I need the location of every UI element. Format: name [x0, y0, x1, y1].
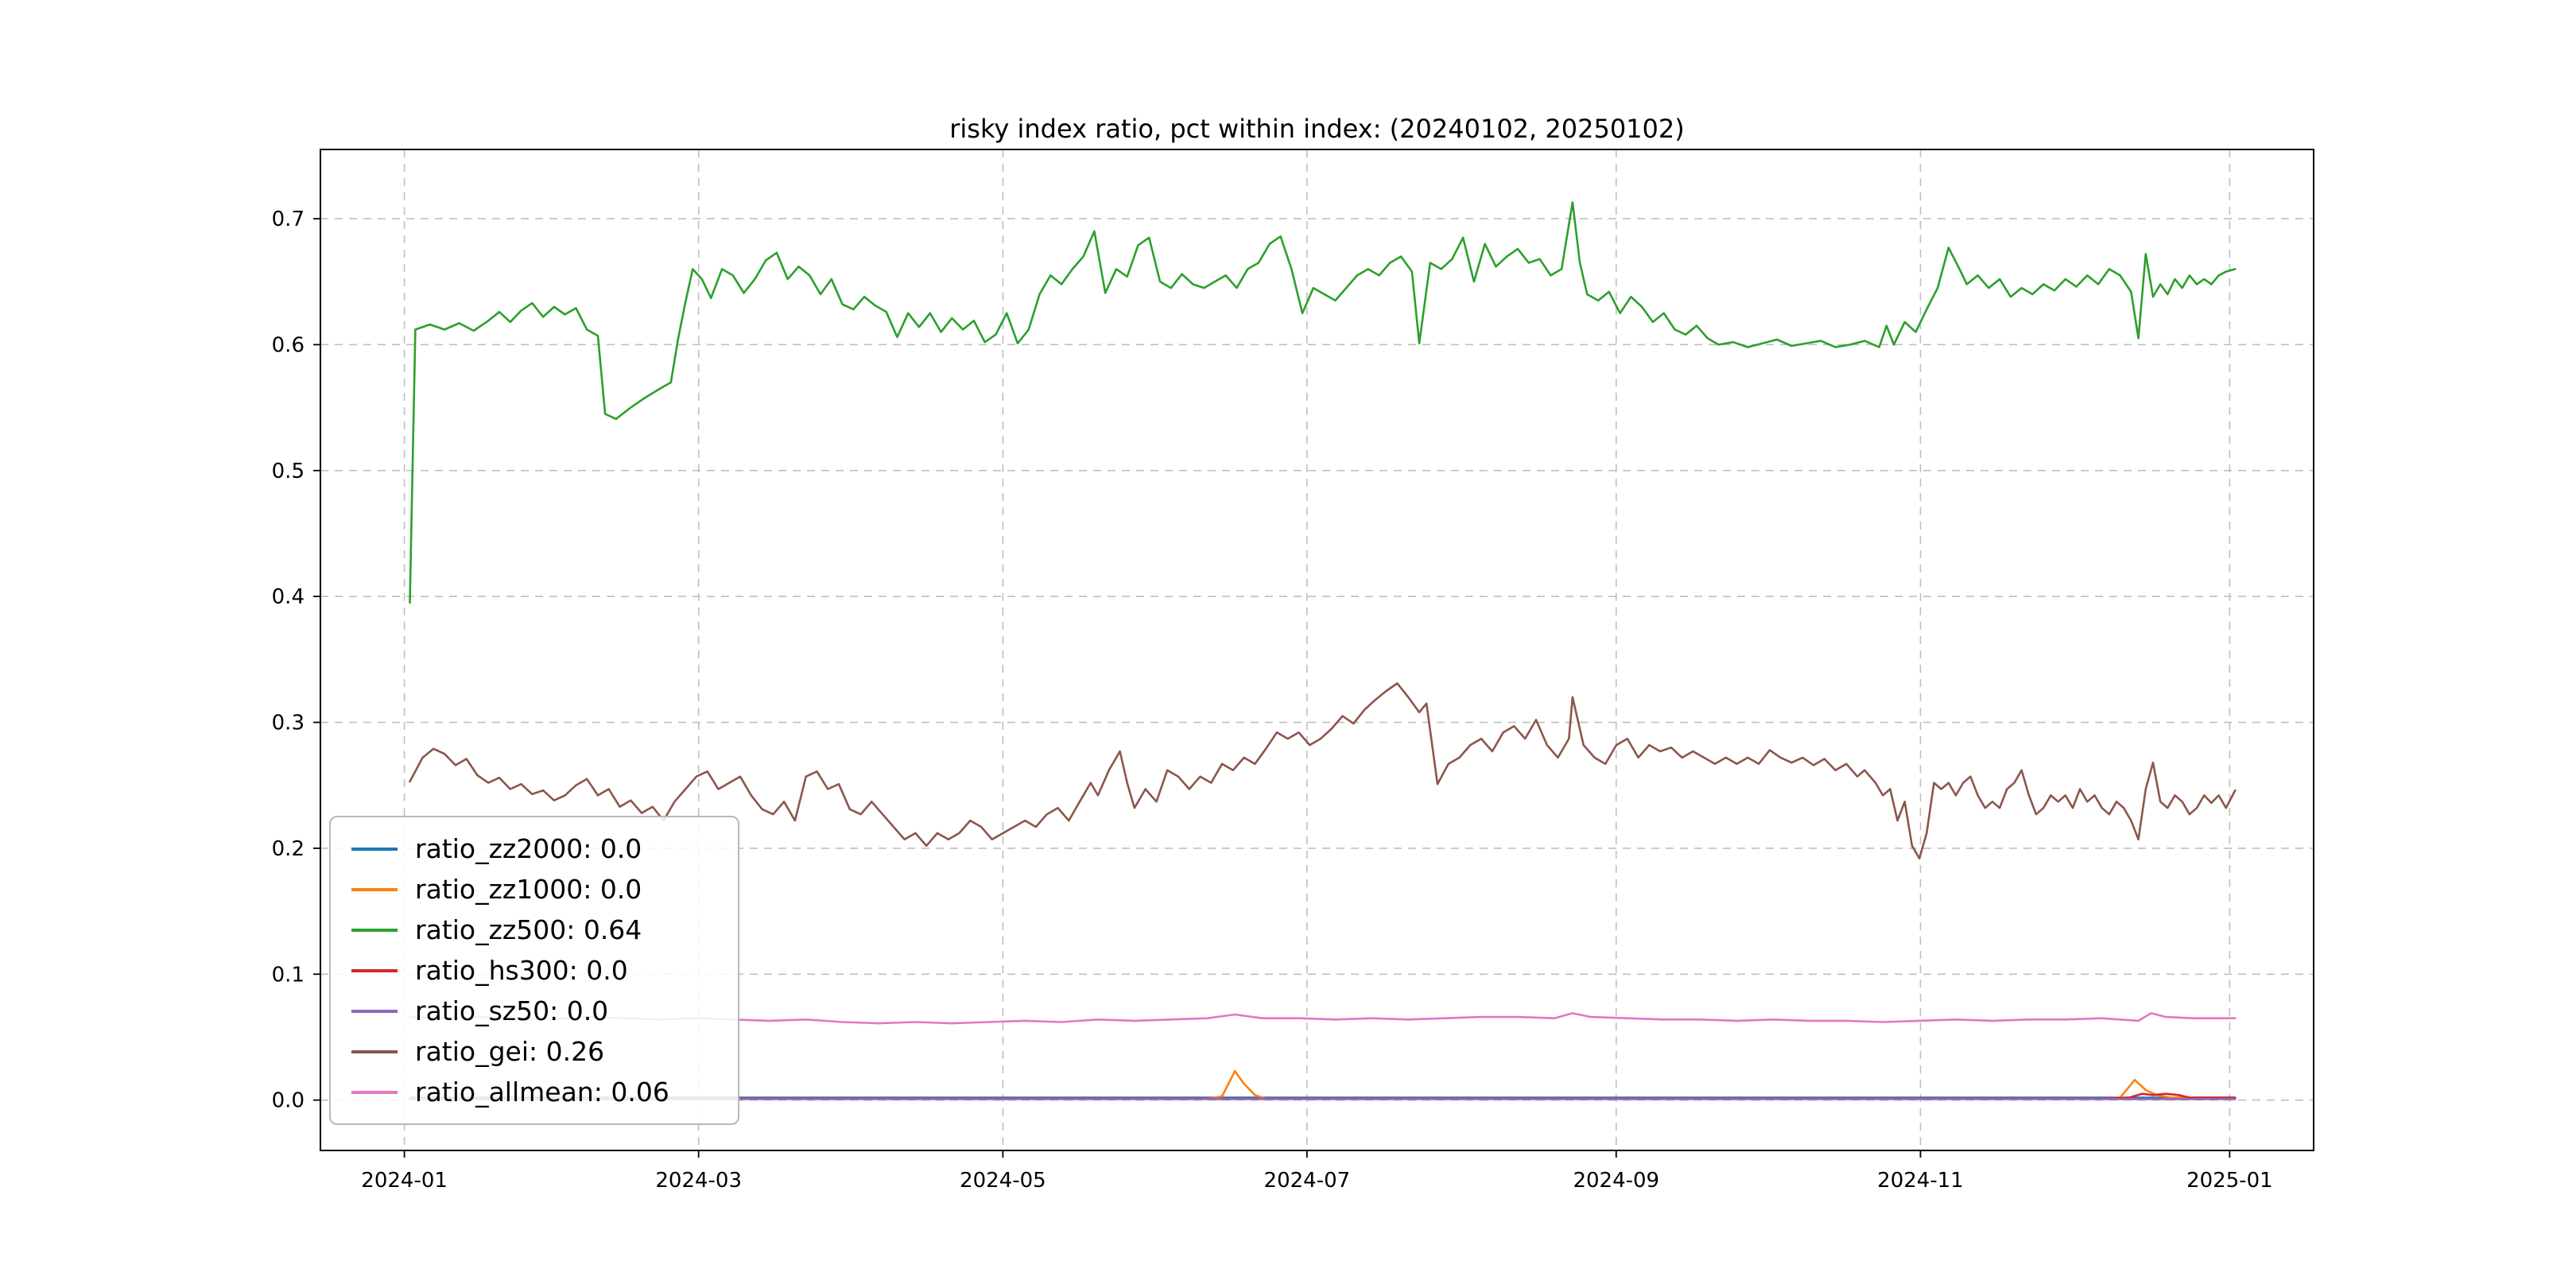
- legend-label: ratio_allmean: 0.06: [415, 1077, 669, 1108]
- legend-swatch-ratio_gei: [351, 1049, 398, 1053]
- y-tick-label: 0.5: [272, 460, 305, 483]
- y-tick-label: 0.3: [272, 712, 305, 735]
- y-tick-label: 0.0: [272, 1089, 305, 1113]
- legend: ratio_zz2000: 0.0 ratio_zz1000: 0.0 ratio_…: [329, 816, 739, 1125]
- series-line-ratio_zz500: [409, 201, 2237, 604]
- y-tick-label: 0.4: [272, 585, 305, 609]
- x-tick-label: 2024-07: [1264, 1169, 1351, 1193]
- legend-label: ratio_sz50: 0.0: [415, 995, 609, 1026]
- axes-border: [320, 149, 2314, 1151]
- legend-label: ratio_zz500: 0.64: [415, 914, 642, 945]
- legend-label: ratio_zz1000: 0.0: [415, 874, 642, 905]
- x-tick-label: 2024-09: [1573, 1169, 1659, 1193]
- x-tick-label: 2024-01: [361, 1169, 448, 1193]
- x-tick-label: 2024-11: [1877, 1169, 1964, 1193]
- legend-swatch-ratio_allmean: [351, 1090, 398, 1094]
- legend-item-ratio_zz1000: ratio_zz1000: 0.0: [351, 869, 717, 910]
- y-tick-label: 0.2: [272, 837, 305, 861]
- legend-item-ratio_zz2000: ratio_zz2000: 0.0: [351, 828, 717, 869]
- tick-marks: [313, 218, 2231, 1158]
- y-tick-label: 0.7: [272, 208, 305, 231]
- legend-swatch-ratio_hs300: [351, 968, 398, 972]
- legend-swatch-ratio_zz1000: [351, 887, 398, 891]
- legend-label: ratio_gei: 0.26: [415, 1036, 605, 1067]
- legend-swatch-ratio_zz2000: [351, 847, 398, 851]
- y-tick-label: 0.6: [272, 333, 305, 357]
- legend-item-ratio_sz50: ratio_sz50: 0.0: [351, 991, 717, 1031]
- legend-label: ratio_hs300: 0.0: [415, 955, 628, 986]
- legend-swatch-ratio_zz500: [351, 928, 398, 932]
- series-line-ratio_gei: [409, 682, 2237, 859]
- x-tick-label: 2024-03: [655, 1169, 742, 1193]
- x-tick-label: 2024-05: [960, 1169, 1046, 1193]
- legend-label: ratio_zz2000: 0.0: [415, 833, 642, 864]
- legend-item-ratio_gei: ratio_gei: 0.26: [351, 1031, 717, 1072]
- chart-title: risky index ratio, pct within index: (20…: [949, 114, 1685, 144]
- legend-swatch-ratio_sz50: [351, 1009, 398, 1013]
- legend-item-ratio_zz500: ratio_zz500: 0.64: [351, 910, 717, 950]
- legend-item-ratio_allmean: ratio_allmean: 0.06: [351, 1072, 717, 1112]
- x-tick-label: 2025-01: [2186, 1169, 2273, 1193]
- legend-item-ratio_hs300: ratio_hs300: 0.0: [351, 950, 717, 991]
- tick-labels: 2024-01 2024-03 2024-05 2024-07 2024-09 2024-…: [272, 208, 2273, 1193]
- y-tick-label: 0.1: [272, 963, 305, 987]
